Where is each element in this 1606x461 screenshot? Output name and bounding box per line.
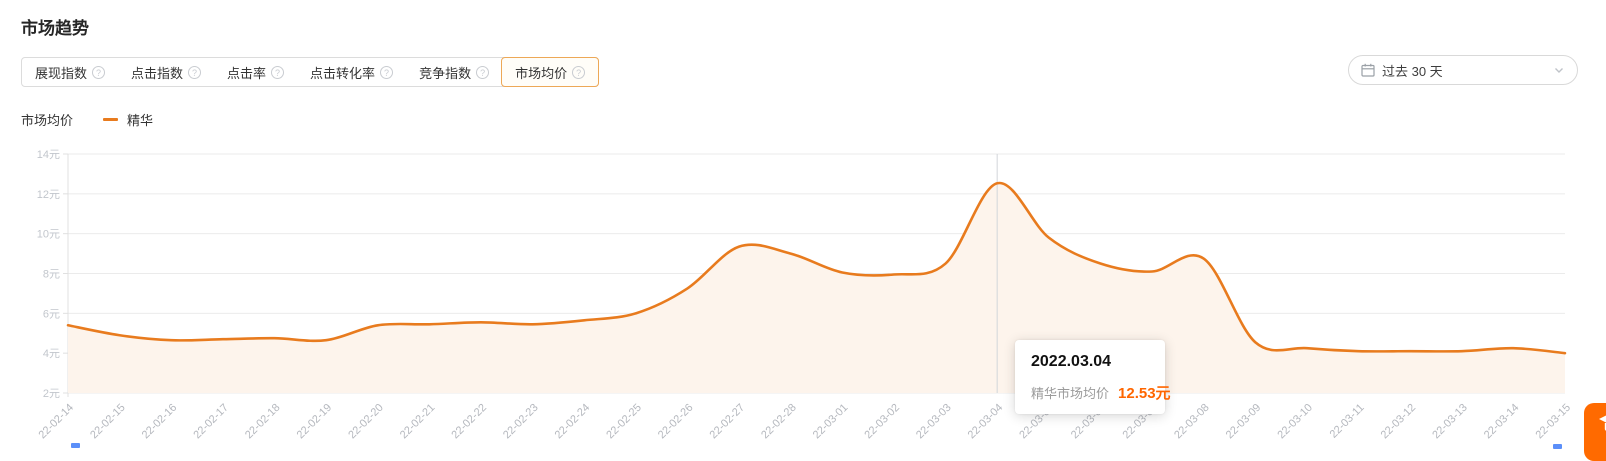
x-axis-label: 22-03-04 (966, 402, 1006, 442)
x-axis-label: 22-02-19 (295, 402, 335, 442)
x-axis-label: 22-02-23 (501, 402, 541, 442)
help-icon[interactable]: ? (476, 65, 490, 79)
legend-line-marker (103, 118, 118, 121)
trend-line-chart[interactable]: 2元 4元 6元 8元 10元 12元 14元 22-02-14 22-02-15 22-02-1… (0, 0, 1606, 447)
x-axis-label: 22-02-24 (553, 402, 593, 442)
x-axis-label: 22-03-15 (1533, 402, 1573, 442)
checkbox-fragment[interactable] (71, 443, 80, 448)
y-axis-label: 4元 (43, 348, 60, 360)
tab-label: 市场均价 (515, 65, 568, 81)
tab-click-conversion-rate[interactable]: 点击转化率 ? (297, 58, 406, 86)
tab-label: 展现指数 (35, 65, 88, 81)
page-title: 市场趋势 (21, 19, 89, 38)
help-classroom-float-button[interactable] (1584, 403, 1606, 461)
legend-series-name: 精华 (127, 113, 154, 128)
y-axis-label: 6元 (43, 308, 60, 320)
x-axis-label: 22-02-21 (398, 402, 438, 442)
x-axis-label: 22-02-15 (88, 402, 128, 442)
x-axis-label: 22-02-26 (656, 402, 696, 442)
y-axis-label: 12元 (37, 189, 60, 201)
x-axis-label: 22-03-13 (1430, 402, 1470, 442)
legend-row: 市场均价 精华 (21, 110, 153, 129)
tooltip-value: 12.53元 (1118, 385, 1171, 402)
x-axis-label: 22-03-12 (1379, 402, 1419, 442)
x-axis-label: 22-03-01 (811, 402, 851, 442)
x-axis-label: 22-02-14 (36, 402, 76, 442)
tooltip-date: 2022.03.04 (1031, 353, 1112, 370)
help-icon[interactable]: ? (92, 65, 106, 79)
y-axis-label: 8元 (43, 269, 60, 281)
tab-click-index[interactable]: 点击指数 ? (118, 58, 214, 86)
x-axis-label: 22-03-09 (1224, 402, 1264, 442)
tooltip-series-label: 精华市场均价 (1031, 386, 1110, 401)
metric-tabbar: 展现指数 ? 点击指数 ? 点击率 ? 点击转化率 ? 竞争指数 ? 市场均价 … (21, 57, 600, 87)
tab-label: 点击转化率 (310, 65, 376, 81)
graduation-cap-icon (1599, 415, 1606, 431)
tab-label: 点击指数 (131, 65, 184, 81)
x-axis-label: 22-02-20 (346, 402, 386, 442)
x-axis-label: 22-02-16 (140, 402, 180, 442)
x-axis-label: 22-02-28 (759, 402, 799, 442)
chevron-down-icon (1555, 68, 1563, 73)
tab-label: 竞争指数 (419, 65, 472, 81)
x-axis-label: 22-03-08 (1172, 402, 1212, 442)
tab-impression-index[interactable]: 展现指数 ? (22, 58, 118, 86)
x-axis-label: 22-02-18 (243, 402, 283, 442)
tab-competition-index[interactable]: 竞争指数 ? (406, 58, 502, 86)
x-axis-label: 22-03-02 (862, 402, 902, 442)
x-axis-label: 22-02-25 (604, 402, 644, 442)
x-axis-label: 22-02-27 (708, 402, 748, 442)
x-axis-label: 22-03-11 (1328, 402, 1367, 441)
x-axis-label: 22-02-22 (449, 402, 489, 442)
tab-click-rate[interactable]: 点击率 ? (214, 58, 297, 86)
series-line (66, 181, 1567, 355)
y-axis-label: 14元 (37, 149, 60, 161)
help-icon[interactable]: ? (572, 65, 586, 79)
y-axis-label: 2元 (43, 388, 60, 400)
x-axis-label: 22-02-17 (191, 402, 231, 442)
x-axis-label: 22-03-03 (914, 402, 954, 442)
help-icon[interactable]: ? (188, 65, 202, 79)
time-range-select[interactable]: 过去 30 天 (1348, 55, 1578, 85)
series-area (68, 182, 1565, 393)
legend-axis-label: 市场均价 (21, 113, 74, 128)
calendar-icon (1361, 63, 1375, 77)
chart-tooltip: 2022.03.04 精华市场均价 12.53元 (1015, 340, 1171, 414)
y-axis-label: 10元 (37, 229, 60, 241)
time-range-value: 过去 30 天 (1382, 63, 1443, 79)
legend-item-jinghua[interactable]: 精华 (103, 110, 153, 129)
x-axis-label: 22-03-10 (1275, 402, 1315, 442)
tab-label: 点击率 (227, 65, 267, 81)
x-axis-label: 22-03-14 (1482, 402, 1522, 442)
tab-market-average-price[interactable]: 市场均价 ? (501, 57, 600, 87)
help-icon[interactable]: ? (380, 65, 394, 79)
help-icon[interactable]: ? (271, 65, 285, 79)
